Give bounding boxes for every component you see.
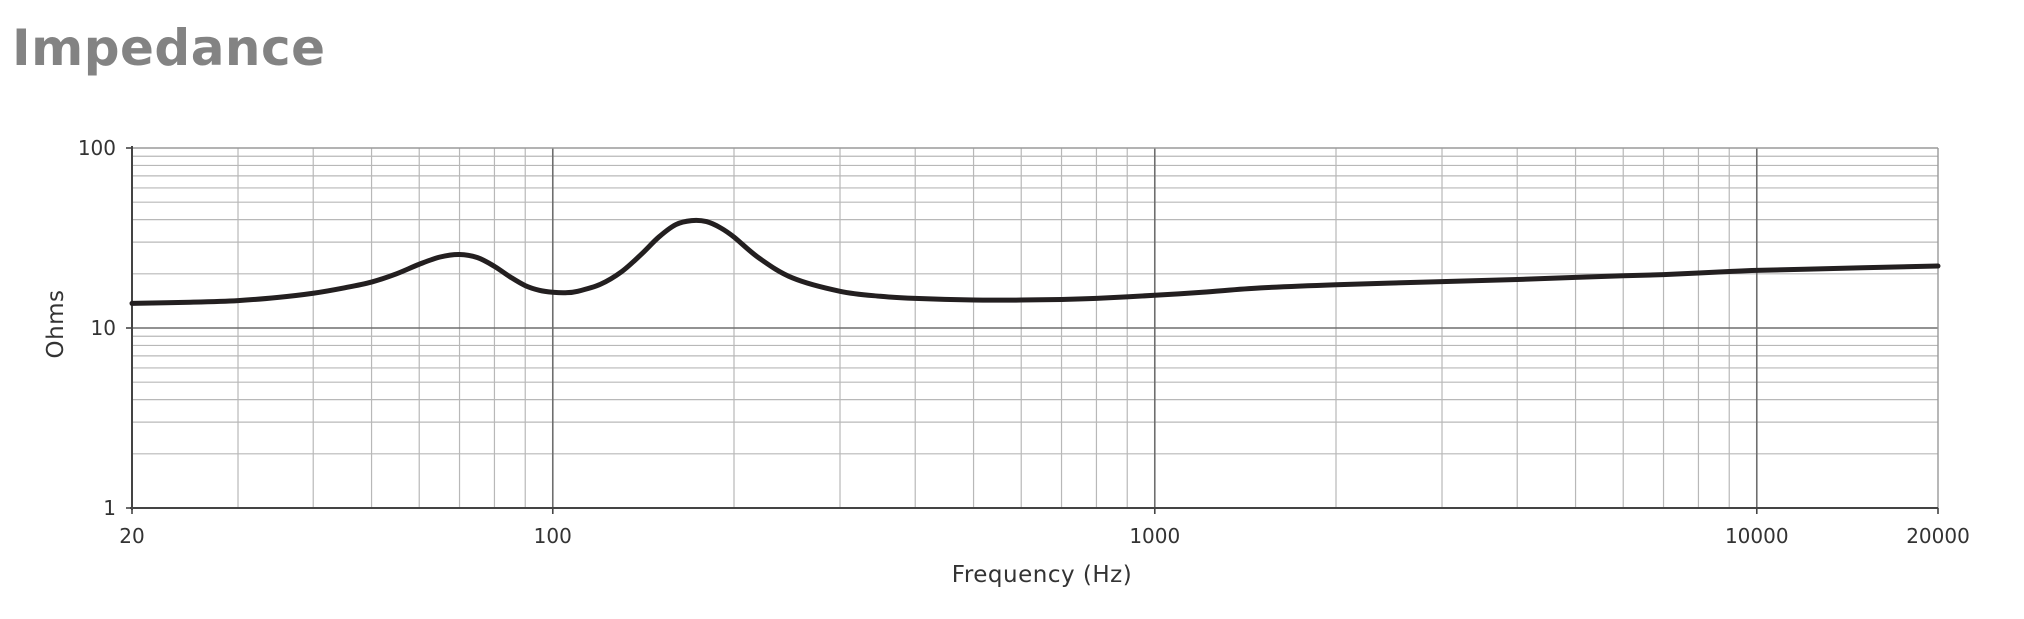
x-tick-label: 100 bbox=[534, 524, 572, 548]
y-tick-label: 100 bbox=[78, 136, 116, 160]
x-tick-label: 1000 bbox=[1129, 524, 1180, 548]
y-tick-label: 1 bbox=[103, 496, 116, 520]
x-tick-label: 20000 bbox=[1906, 524, 1970, 548]
x-tick-label: 10000 bbox=[1725, 524, 1789, 548]
chart-title: Impedance bbox=[12, 19, 326, 77]
grid-major bbox=[132, 148, 1938, 508]
impedance-series-line bbox=[129, 217, 1941, 306]
plot-frame bbox=[130, 146, 1939, 510]
y-tick-label: 10 bbox=[91, 316, 116, 340]
x-axis-ticks: 20 100 1000 10000 20000 bbox=[119, 508, 1970, 548]
x-tick-label: 20 bbox=[119, 524, 144, 548]
series-group bbox=[129, 217, 1941, 306]
x-axis-label: Frequency (Hz) bbox=[952, 562, 1132, 588]
y-axis-label: Ohms bbox=[43, 289, 69, 358]
y-axis-ticks: 100 10 1 bbox=[78, 136, 132, 520]
